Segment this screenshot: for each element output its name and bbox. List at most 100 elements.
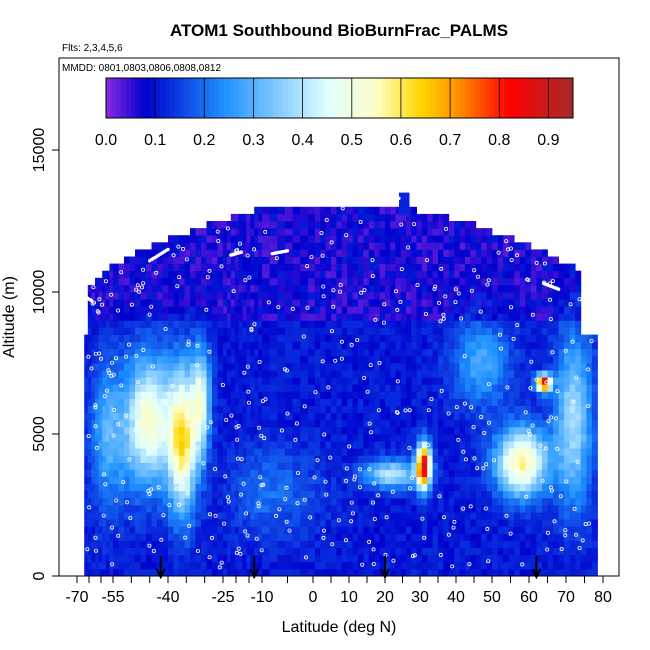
heatmap-cell bbox=[580, 547, 587, 556]
heatmap-cell bbox=[250, 299, 255, 307]
heatmap-cell bbox=[91, 512, 96, 520]
heatmap-cell bbox=[250, 363, 255, 371]
heatmap-cell bbox=[591, 363, 598, 371]
heatmap-cell bbox=[347, 533, 353, 541]
heatmap-cell bbox=[443, 313, 450, 321]
heatmap-cell bbox=[390, 519, 396, 527]
heatmap-cell bbox=[157, 512, 163, 520]
heatmap-cell bbox=[124, 398, 130, 406]
heatmap-cell bbox=[427, 476, 433, 485]
heatmap-cell bbox=[454, 355, 460, 364]
heatmap-cell bbox=[406, 370, 412, 378]
heatmap-cell bbox=[591, 441, 598, 449]
heatmap-cell bbox=[242, 561, 247, 570]
heatmap-cell bbox=[486, 497, 493, 506]
heatmap-cell bbox=[212, 497, 218, 506]
heatmap-cell bbox=[454, 469, 460, 477]
heatmap-cell bbox=[358, 526, 364, 534]
heatmap-cell bbox=[91, 490, 96, 499]
heatmap-cell bbox=[553, 561, 559, 570]
heatmap-cell bbox=[427, 512, 433, 520]
heatmap-cell bbox=[135, 568, 141, 577]
heatmap-cell bbox=[91, 355, 96, 364]
heatmap-cell bbox=[448, 320, 455, 328]
heatmap-cell bbox=[475, 384, 482, 392]
heatmap-cell bbox=[486, 412, 493, 421]
heatmap-cell bbox=[230, 242, 236, 250]
heatmap-cell bbox=[374, 448, 380, 456]
heatmap-cell bbox=[91, 540, 96, 548]
heatmap-cell bbox=[91, 299, 96, 307]
heatmap-cell bbox=[307, 568, 316, 577]
heatmap-cell bbox=[525, 455, 532, 463]
heatmap-cell bbox=[508, 370, 515, 378]
heatmap-cell bbox=[146, 512, 152, 520]
heatmap-cell bbox=[569, 306, 576, 314]
heatmap-cell bbox=[284, 455, 293, 463]
heatmap-cell bbox=[459, 277, 466, 286]
heatmap-cell bbox=[254, 497, 259, 506]
heatmap-cell bbox=[421, 469, 428, 477]
heatmap-cell bbox=[443, 419, 450, 428]
heatmap-cell bbox=[363, 384, 370, 392]
heatmap-cell bbox=[109, 533, 114, 541]
heatmap-cell bbox=[374, 554, 380, 563]
sample-point bbox=[331, 304, 336, 309]
heatmap-cell bbox=[206, 306, 213, 314]
heatmap-cell bbox=[421, 462, 428, 470]
heatmap-cell bbox=[416, 377, 423, 385]
heatmap-cell bbox=[146, 554, 152, 563]
heatmap-cell bbox=[508, 512, 515, 520]
heatmap-cell bbox=[475, 348, 482, 357]
heatmap-cell bbox=[358, 306, 364, 314]
heatmap-cell bbox=[438, 221, 444, 229]
heatmap-cell bbox=[262, 341, 270, 350]
heatmap-cell bbox=[443, 263, 450, 272]
heatmap-cell bbox=[475, 426, 482, 435]
heatmap-cell bbox=[558, 476, 565, 485]
heatmap-cell bbox=[497, 284, 504, 293]
heatmap-cell bbox=[438, 213, 444, 222]
heatmap-cell bbox=[454, 533, 460, 541]
heatmap-cell bbox=[363, 242, 370, 250]
heatmap-cell bbox=[91, 377, 96, 385]
heatmap-cell bbox=[470, 490, 477, 499]
sample-point bbox=[376, 408, 381, 413]
heatmap-cell bbox=[246, 263, 251, 272]
heatmap-cell bbox=[390, 213, 396, 222]
heatmap-cell bbox=[352, 441, 359, 449]
sample-point bbox=[110, 562, 115, 567]
heatmap-cell bbox=[503, 306, 509, 314]
sample-point bbox=[116, 533, 121, 538]
heatmap-cell bbox=[84, 519, 89, 527]
heatmap-cell bbox=[277, 391, 286, 399]
heatmap-cell bbox=[390, 391, 396, 399]
heatmap-cell bbox=[459, 363, 466, 371]
heatmap-cell bbox=[184, 377, 191, 385]
heatmap-cell bbox=[190, 327, 196, 335]
sample-point bbox=[526, 429, 531, 434]
heatmap-cell bbox=[307, 206, 316, 215]
heatmap-cell bbox=[379, 519, 386, 527]
heatmap-cell bbox=[470, 391, 477, 399]
heatmap-cell bbox=[400, 519, 407, 527]
heatmap-cell bbox=[95, 441, 99, 449]
heatmap-cell bbox=[438, 235, 444, 243]
heatmap-cell bbox=[135, 490, 141, 499]
heatmap-cell bbox=[262, 292, 270, 300]
heatmap-cell bbox=[558, 348, 565, 357]
heatmap-cell bbox=[234, 292, 239, 300]
heatmap-cell bbox=[105, 455, 110, 463]
heatmap-cell bbox=[195, 277, 202, 286]
sample-point bbox=[119, 270, 124, 275]
heatmap-cell bbox=[246, 476, 251, 485]
sample-point bbox=[85, 547, 90, 552]
heatmap-cell bbox=[109, 398, 114, 406]
heatmap-cell bbox=[184, 320, 191, 328]
heatmap-cell bbox=[217, 412, 224, 421]
heatmap-cell bbox=[140, 249, 147, 257]
heatmap-cell bbox=[320, 292, 326, 300]
heatmap-cell bbox=[91, 568, 96, 577]
heatmap-cell bbox=[564, 348, 571, 357]
heatmap-cell bbox=[173, 341, 180, 350]
